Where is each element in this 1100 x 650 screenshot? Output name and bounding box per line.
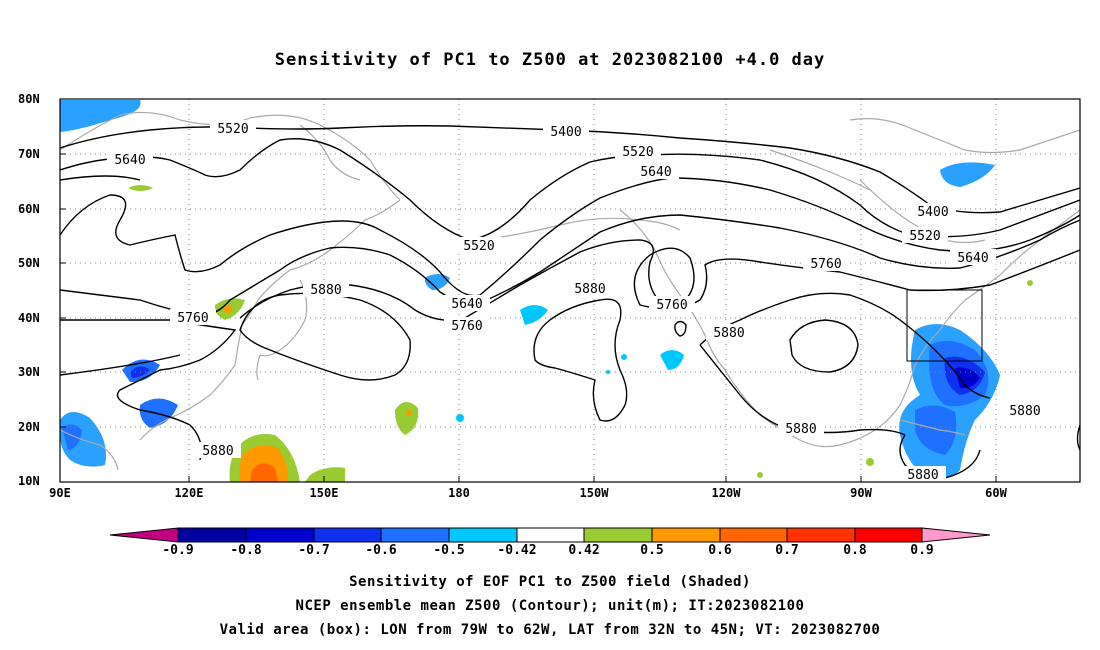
caption-line-1: Sensitivity of EOF PC1 to Z500 field (Sh…: [349, 574, 751, 590]
shade-patch: [1027, 280, 1033, 286]
lon-label: 60W: [985, 486, 1007, 500]
colorbar-label: 0.9: [910, 543, 934, 558]
shade-patch: [940, 162, 995, 187]
shade-patch: [224, 305, 232, 313]
colorbar-label: -0.7: [298, 543, 330, 558]
shade-patch: [520, 305, 548, 325]
shade-patch: [456, 414, 464, 422]
caption-line-3: Valid area (box): LON from 79W to 62W, L…: [219, 622, 881, 638]
colorbar-cell: [380, 527, 450, 543]
lon-label: 90E: [49, 486, 71, 500]
lat-label: 60N: [18, 202, 40, 216]
colorbar-label: 0.42: [568, 543, 600, 558]
colorbar-label: 0.6: [708, 543, 732, 558]
contour-labels: 5520 5400 5520 5640 5640 5520 5760 5880 …: [107, 120, 1048, 483]
shade-patch: [250, 463, 278, 482]
colorbar-cell: [516, 527, 585, 543]
lon-label: 120E: [174, 486, 204, 500]
lat-label: 40N: [18, 311, 40, 325]
shade-patch: [395, 401, 419, 435]
colorbar-label: -0.42: [497, 543, 537, 558]
contour-label: 5640: [114, 153, 145, 168]
shade-patch: [62, 424, 82, 450]
valid-area-box: [906, 289, 983, 362]
shade-patch: [305, 467, 345, 482]
lat-label: 10N: [18, 474, 40, 488]
lat-label: 20N: [18, 420, 40, 434]
shade-patch: [757, 472, 763, 478]
shade-patch: [915, 405, 957, 455]
contour-label: 5640: [640, 165, 671, 180]
contour-label: 5520: [217, 122, 248, 137]
lon-label: 90W: [850, 486, 872, 500]
colorbar-label: -0.9: [162, 543, 194, 558]
colorbar-cell: [177, 527, 247, 543]
colorbar-cell: [854, 527, 923, 543]
shade-patch: [128, 185, 153, 191]
contour-label: 5760: [656, 298, 687, 313]
contour-label: 5640: [957, 251, 988, 266]
contour-label: 5880: [202, 444, 233, 459]
contour-label: 5880: [907, 468, 938, 483]
contour-label: 5520: [463, 239, 494, 254]
colorbar-label: 0.7: [775, 543, 799, 558]
colorbar-cell: [651, 527, 721, 543]
contour-label: 5400: [550, 125, 581, 140]
contour-label: 5760: [810, 257, 841, 272]
contour-label: 5880: [713, 326, 744, 341]
colorbar-cell: [921, 527, 991, 543]
colorbar-cell: [786, 527, 856, 543]
contour-label: 5520: [622, 145, 653, 160]
contour-label: 5640: [451, 297, 482, 312]
shade-patch: [424, 274, 450, 290]
colorbar-cell: [583, 527, 653, 543]
shade-patch: [955, 367, 980, 389]
colorbar-label: -0.8: [230, 543, 262, 558]
shade-patch: [866, 458, 874, 466]
lon-label: 120W: [711, 486, 741, 500]
colorbar-cell: [245, 527, 315, 543]
shade-patch: [606, 370, 610, 374]
colorbar-cell: [313, 527, 382, 543]
lon-label: 150W: [579, 486, 609, 500]
axis-ticks: [60, 153, 997, 482]
shade-patch: [660, 350, 684, 370]
contour-label: 5880: [785, 422, 816, 437]
colorbar-label: -0.6: [365, 543, 397, 558]
colorbar-label: 0.8: [843, 543, 867, 558]
lat-label: 70N: [18, 147, 40, 161]
plot-frame: [59, 98, 1081, 483]
contour-label: 5880: [310, 283, 341, 298]
shade-patch: [621, 354, 627, 360]
shade-patch: [406, 410, 412, 416]
shade-patch: [60, 100, 141, 132]
lat-label: 30N: [18, 365, 40, 379]
colorbar-cell: [109, 527, 179, 543]
sensitivity-shading: [60, 100, 1033, 482]
lon-label: 180: [448, 486, 470, 500]
colorbar-label: 0.5: [640, 543, 664, 558]
contour-label: 5520: [909, 229, 940, 244]
contour-label: 5400: [917, 205, 948, 220]
colorbar-label: -0.5: [433, 543, 465, 558]
caption-line-2: NCEP ensemble mean Z500 (Contour); unit(…: [295, 598, 805, 614]
colorbar: [109, 527, 991, 543]
lat-label: 80N: [18, 92, 40, 106]
lat-label: 50N: [18, 256, 40, 270]
colorbar-cell: [448, 527, 518, 543]
contour-label: 5880: [574, 282, 605, 297]
colorbar-cell: [719, 527, 788, 543]
lon-label: 150E: [309, 486, 339, 500]
contour-label: 5760: [451, 319, 482, 334]
page-title: Sensitivity of PC1 to Z500 at 2023082100…: [274, 50, 826, 70]
contour-label: 5760: [177, 311, 208, 326]
contour-label: 5880: [1009, 404, 1040, 419]
